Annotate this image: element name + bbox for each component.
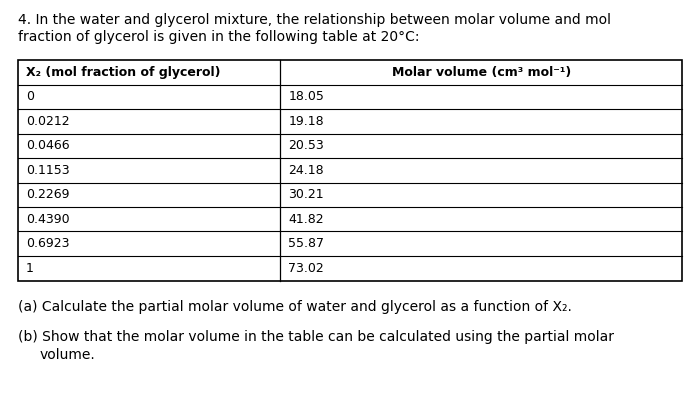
- Text: 18.05: 18.05: [288, 90, 324, 103]
- Text: 0.2269: 0.2269: [26, 188, 69, 201]
- Text: 55.87: 55.87: [288, 237, 324, 250]
- Text: (b) Show that the molar volume in the table can be calculated using the partial : (b) Show that the molar volume in the ta…: [18, 331, 614, 344]
- Text: 24.18: 24.18: [288, 164, 324, 177]
- Text: Molar volume (cm³ mol⁻¹): Molar volume (cm³ mol⁻¹): [391, 66, 570, 79]
- Text: 0.4390: 0.4390: [26, 213, 69, 226]
- Text: 30.21: 30.21: [288, 188, 324, 201]
- Text: 0: 0: [26, 90, 34, 103]
- Text: 73.02: 73.02: [288, 262, 324, 275]
- Text: 19.18: 19.18: [288, 115, 324, 128]
- Text: 1: 1: [26, 262, 34, 275]
- Text: volume.: volume.: [40, 348, 96, 362]
- Text: 0.6923: 0.6923: [26, 237, 69, 250]
- Text: (a) Calculate the partial molar volume of water and glycerol as a function of X₂: (a) Calculate the partial molar volume o…: [18, 300, 572, 315]
- Text: 0.0466: 0.0466: [26, 139, 69, 152]
- Text: X₂ (mol fraction of glycerol): X₂ (mol fraction of glycerol): [26, 66, 221, 79]
- Text: 4. In the water and glycerol mixture, the relationship between molar volume and : 4. In the water and glycerol mixture, th…: [18, 13, 611, 27]
- Text: 41.82: 41.82: [288, 213, 324, 226]
- Text: 0.0212: 0.0212: [26, 115, 69, 128]
- Text: fraction of glycerol is given in the following table at 20°C:: fraction of glycerol is given in the fol…: [18, 31, 419, 45]
- Text: 20.53: 20.53: [288, 139, 324, 152]
- Text: 0.1153: 0.1153: [26, 164, 69, 177]
